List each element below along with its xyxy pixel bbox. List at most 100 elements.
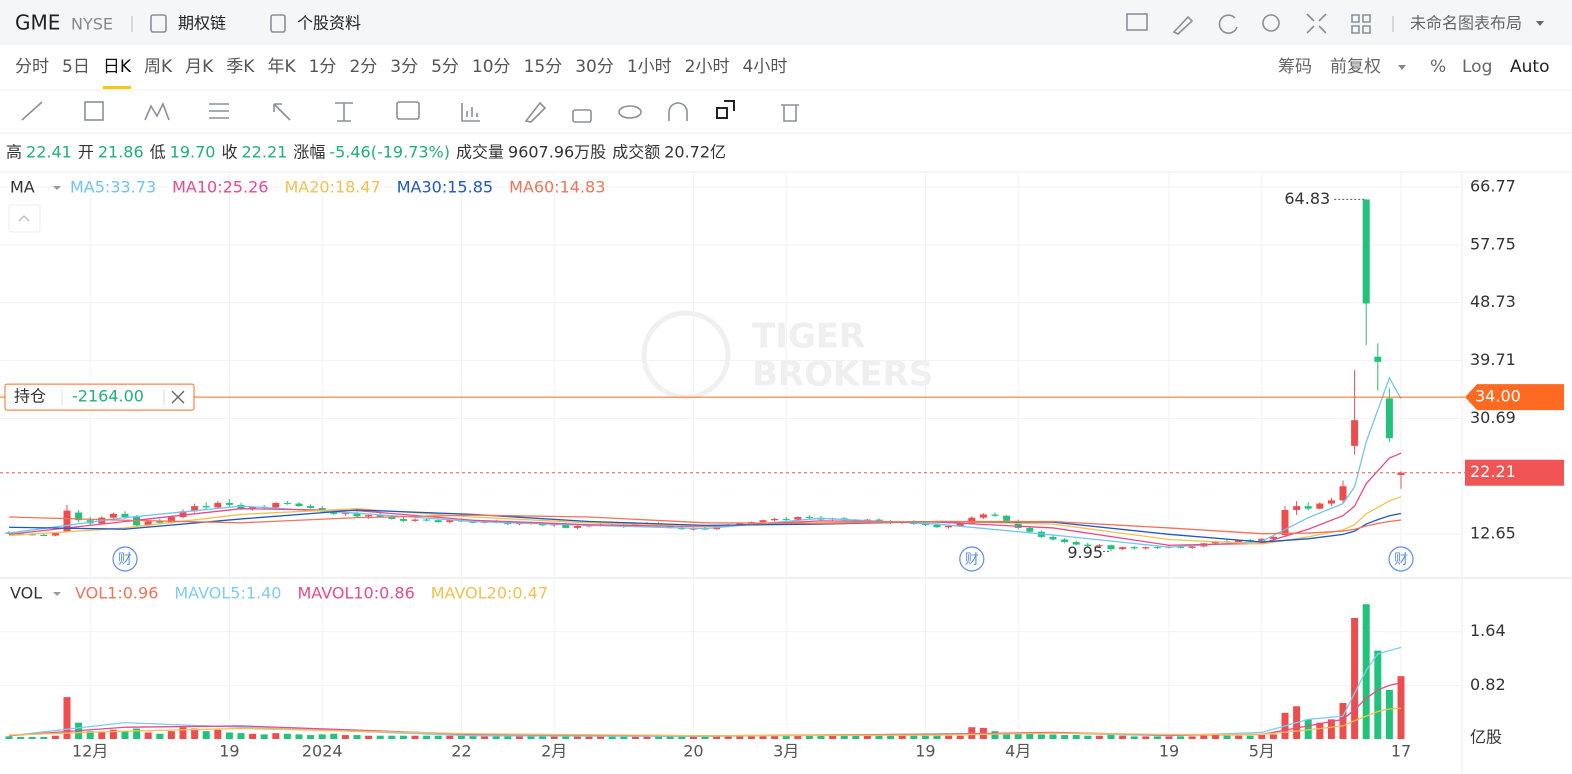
shape-tool[interactable] <box>84 101 104 121</box>
legend-entry: MAVOL10:0.86 <box>297 584 414 603</box>
settings-tool[interactable] <box>1262 14 1280 32</box>
visibility-tool[interactable] <box>618 105 642 119</box>
candle-body <box>109 513 117 518</box>
candle-body <box>272 502 280 508</box>
candle-body <box>353 513 361 517</box>
lock-tool[interactable] <box>572 109 592 123</box>
x-tick-label: 4月 <box>1005 742 1031 761</box>
volume-bar <box>805 735 813 739</box>
candle-body <box>1130 547 1138 549</box>
chart-tool[interactable] <box>461 103 480 122</box>
candle-body <box>446 520 454 523</box>
candle-body <box>956 523 964 526</box>
pen-tool[interactable] <box>524 101 547 123</box>
layout-name[interactable]: 未命名图表布局 <box>1410 14 1522 33</box>
position-box <box>4 383 195 411</box>
volume-bar <box>260 734 268 739</box>
volume-bar <box>1037 734 1045 739</box>
period-tab[interactable]: 3分 <box>390 57 418 77</box>
candle-body <box>388 517 396 519</box>
period-tab[interactable]: 5分 <box>431 57 459 77</box>
volume-bar <box>1107 734 1115 739</box>
position-close[interactable] <box>171 390 185 404</box>
layout-tool[interactable] <box>1351 14 1371 34</box>
pattern-tool[interactable] <box>144 102 170 121</box>
period-tab[interactable]: 10分 <box>472 57 511 77</box>
line-tool[interactable] <box>21 101 43 121</box>
period-tab[interactable]: 30分 <box>575 57 614 77</box>
quote-value: 22.21 <box>242 143 288 162</box>
ma-line <box>8 376 1402 548</box>
ma-line <box>8 646 1402 738</box>
magnet-tool[interactable] <box>668 102 688 121</box>
indicator-name: VOL <box>10 584 42 603</box>
volume-bar <box>167 731 175 739</box>
group-tool[interactable] <box>716 100 735 119</box>
volume-bar <box>1211 735 1219 739</box>
toolbar-option[interactable]: 前复权 <box>1330 57 1381 77</box>
exchange: NYSE <box>71 15 113 34</box>
volume-bar <box>1385 689 1393 739</box>
event-marker <box>959 546 985 572</box>
candle-body <box>1072 542 1080 545</box>
period-tab[interactable]: 1小时 <box>627 57 672 77</box>
period-tab[interactable]: 季K <box>226 57 255 77</box>
candle-body <box>504 522 512 525</box>
last-price-label: 22.21 <box>1470 462 1516 481</box>
volume-bar <box>771 735 779 739</box>
period-tab[interactable]: 年K <box>267 57 296 77</box>
x-tick-label: 19 <box>219 742 239 761</box>
candle-body <box>805 517 813 519</box>
arrow-tool[interactable] <box>273 103 291 121</box>
text-tool[interactable] <box>396 101 420 120</box>
volume-bar <box>109 729 117 739</box>
fib-tool[interactable] <box>209 103 229 119</box>
candle-body <box>1095 545 1103 547</box>
volume-bar <box>1200 735 1208 739</box>
delete-tool[interactable] <box>781 104 799 122</box>
period-tab[interactable]: 2小时 <box>685 57 730 77</box>
option-icon[interactable] <box>150 14 167 33</box>
refresh-tool[interactable] <box>1218 14 1238 34</box>
toolbar-option[interactable]: 筹码 <box>1278 57 1312 77</box>
toolbar-option[interactable]: Log <box>1462 57 1492 77</box>
top-bar <box>0 0 1572 45</box>
option-chain-link[interactable]: 期权链 <box>178 14 226 33</box>
measure-tool[interactable] <box>335 102 353 122</box>
fullscreen-tool[interactable] <box>1306 13 1327 34</box>
indicator-tool[interactable] <box>1126 13 1148 31</box>
legend-entry: MA60:14.83 <box>509 178 605 197</box>
legend-entry: MA5:33.73 <box>70 178 156 197</box>
period-tab[interactable]: 15分 <box>524 57 563 77</box>
profile-link[interactable]: 个股资料 <box>297 14 361 33</box>
period-tab[interactable]: 2分 <box>349 57 377 77</box>
candle-body <box>782 518 790 520</box>
profile-icon[interactable] <box>270 14 286 33</box>
toolbar-option[interactable]: Auto <box>1510 57 1549 77</box>
y-tick-label: 0.82 <box>1470 675 1506 694</box>
period-tab[interactable]: 月K <box>185 57 214 77</box>
candle-body <box>1258 538 1266 542</box>
indicator-caret <box>53 592 61 596</box>
period-tab[interactable]: 4小时 <box>743 57 788 77</box>
volume-bar <box>1351 617 1359 739</box>
period-tab[interactable]: 1分 <box>309 57 337 77</box>
volume-bar <box>608 736 616 739</box>
period-tab[interactable]: 分时 <box>15 57 49 77</box>
period-tab[interactable]: 日K <box>103 57 132 77</box>
volume-bar <box>515 736 523 739</box>
candle-body <box>759 520 767 523</box>
volume-bar <box>875 735 883 739</box>
volume-bar <box>214 729 222 739</box>
period-tab[interactable]: 周K <box>144 57 173 77</box>
volume-bar <box>573 736 581 739</box>
draw-tool[interactable] <box>1172 15 1194 35</box>
x-tick-label: 17 <box>1391 742 1411 761</box>
ma-line <box>8 509 1402 543</box>
toolbar-option[interactable]: % <box>1430 57 1446 77</box>
candle-body <box>156 521 164 523</box>
volume-bar <box>434 735 442 739</box>
volume-bar <box>701 736 709 739</box>
period-tab[interactable]: 5日 <box>62 57 90 77</box>
volume-bar <box>1258 735 1266 739</box>
